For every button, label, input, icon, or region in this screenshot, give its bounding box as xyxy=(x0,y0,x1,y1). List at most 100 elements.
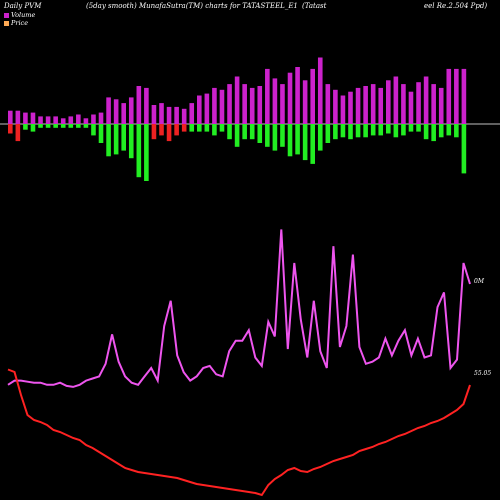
volume-bar-up xyxy=(144,87,149,124)
volume-bar-down xyxy=(8,124,13,134)
volume-bar-down xyxy=(234,124,240,147)
volume-bar-up xyxy=(340,95,346,124)
volume-bar-up xyxy=(83,118,89,124)
volume-bar-up xyxy=(438,87,444,124)
volume-bar-down xyxy=(333,124,338,140)
volume-bar-up xyxy=(242,84,247,124)
pvm-line xyxy=(7,229,471,388)
volume-bar-up xyxy=(204,93,210,124)
volume-bar-up xyxy=(386,80,391,124)
volume-bar-down xyxy=(53,124,58,128)
volume-bar-up xyxy=(370,84,376,124)
price-line xyxy=(7,368,471,497)
volume-bar-down xyxy=(355,124,361,138)
volume-bar-down xyxy=(189,124,195,132)
volume-end-label: 0M xyxy=(474,278,484,285)
volume-bar-up xyxy=(317,57,323,124)
volume-bar-down xyxy=(340,124,346,138)
volume-bar-up xyxy=(76,114,81,124)
volume-bar-up xyxy=(431,84,436,124)
volume-bar-up xyxy=(98,112,104,124)
volume-bar-down xyxy=(204,124,210,132)
volume-bar-up xyxy=(30,112,36,124)
volume-bar-down xyxy=(363,124,368,138)
volume-bar-down xyxy=(45,124,51,128)
volume-bar-up xyxy=(454,68,459,124)
header-left: Daily PVM xyxy=(4,2,42,10)
volume-bar-down xyxy=(295,124,300,155)
volume-bar-up xyxy=(113,99,119,124)
volume-bar-down xyxy=(91,124,96,136)
volume-bar-down xyxy=(106,124,111,157)
volume-bar-up xyxy=(416,82,421,124)
volume-bar-down xyxy=(212,124,217,136)
volume-bar-up xyxy=(393,76,399,124)
volume-bar-down xyxy=(257,124,263,143)
volume-bar-up xyxy=(8,110,13,124)
volume-bar-up xyxy=(121,103,126,124)
volume-bar-down xyxy=(423,124,429,140)
volume-bar-up xyxy=(295,67,300,124)
volume-bar-down xyxy=(401,124,406,136)
volume-bar-up xyxy=(189,103,195,124)
volume-bar-up xyxy=(68,116,74,124)
volume-bar-down xyxy=(386,124,391,134)
volume-bar-down xyxy=(287,124,293,157)
volume-bar-up xyxy=(272,78,278,124)
volume-bar-up xyxy=(234,76,240,124)
volume-bar-down xyxy=(219,124,225,132)
volume-bar-up xyxy=(287,72,293,124)
volume-bar-down xyxy=(416,124,421,132)
volume-bar-down xyxy=(370,124,376,136)
volume-bar-up xyxy=(166,106,172,124)
volume-bar-down xyxy=(15,124,21,142)
volume-bar-up xyxy=(378,87,384,124)
volume-bar-down xyxy=(121,124,126,151)
price-end-label: 55.05 xyxy=(474,370,492,377)
volume-bar-down xyxy=(310,124,315,164)
volume-bar-up xyxy=(174,106,179,124)
volume-bar-down xyxy=(348,124,353,140)
volume-bar-down xyxy=(249,124,255,140)
volume-bar-up xyxy=(348,91,353,124)
header-right: eel Re.2.504 Ppd) xyxy=(424,2,488,10)
volume-bar-up xyxy=(151,105,157,124)
volume-bar-down xyxy=(60,124,66,128)
volume-bar-up xyxy=(325,84,331,124)
volume-bar-up xyxy=(249,87,255,124)
volume-bar-up xyxy=(423,76,429,124)
volume-bar-down xyxy=(38,124,43,128)
volume-bar-down xyxy=(272,124,278,151)
volume-bar-down xyxy=(166,124,172,142)
volume-bar-up xyxy=(280,84,285,124)
volume-bar-up xyxy=(128,97,134,124)
volume-bar-down xyxy=(438,124,444,138)
volume-bar-down xyxy=(302,124,308,161)
volume-bar-down xyxy=(136,124,142,178)
volume-bar-up xyxy=(212,87,217,124)
legend-price: Price xyxy=(4,19,28,27)
volume-bar-down xyxy=(454,124,459,138)
volume-bars xyxy=(8,57,467,181)
volume-bar-up xyxy=(333,89,338,124)
legend-volume-swatch xyxy=(4,12,9,18)
volume-bar-down xyxy=(325,124,331,143)
volume-bar-up xyxy=(91,114,96,124)
volume-bar-up xyxy=(197,95,202,124)
volume-bar-up xyxy=(363,86,368,124)
volume-bar-up xyxy=(257,86,263,124)
volume-bar-down xyxy=(317,124,323,151)
volume-bar-up xyxy=(355,87,361,124)
volume-bar-up xyxy=(53,116,58,124)
volume-bar-down xyxy=(227,124,232,140)
volume-bar-down xyxy=(23,124,28,130)
volume-bar-down xyxy=(408,124,414,132)
volume-bar-down xyxy=(144,124,149,181)
volume-bar-up xyxy=(446,68,452,124)
volume-bar-down xyxy=(76,124,81,128)
volume-bar-down xyxy=(128,124,134,159)
volume-bar-down xyxy=(461,124,467,174)
volume-bar-up xyxy=(265,68,270,124)
